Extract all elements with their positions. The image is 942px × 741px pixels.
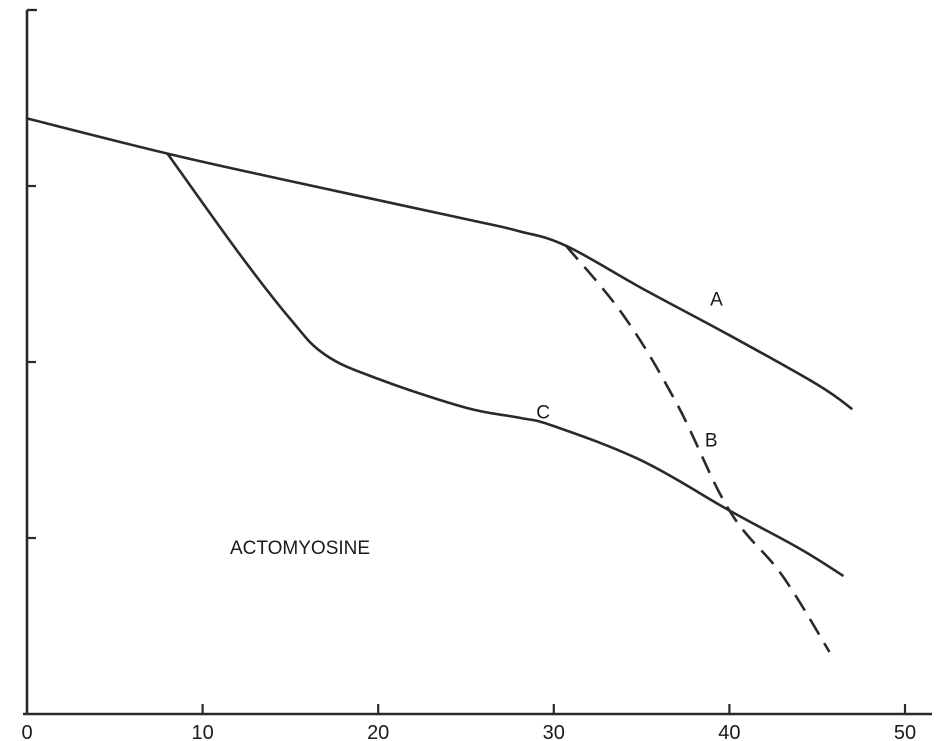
series-layer xyxy=(26,117,854,653)
x-tick-label-3: 30 xyxy=(543,722,565,741)
series-a-label: A xyxy=(710,290,723,311)
series-c-line xyxy=(166,152,845,578)
series-a-line xyxy=(26,117,854,411)
x-tick-label-5: 50 xyxy=(894,722,916,741)
x-tick-label-0: 0 xyxy=(21,722,32,741)
x-tick-label-4: 40 xyxy=(718,722,740,741)
labels-layer: 0 10 20 30 40 50 A B C xyxy=(21,290,916,741)
annotation-actomyosine: ACTOMYOSINE xyxy=(230,538,370,559)
series-c-label: C xyxy=(536,402,550,423)
x-tick-label-1: 10 xyxy=(191,722,213,741)
axes xyxy=(23,8,932,716)
series-b-label: B xyxy=(705,430,718,451)
series-b-line xyxy=(565,244,831,653)
x-tick-label-2: 20 xyxy=(367,722,389,741)
